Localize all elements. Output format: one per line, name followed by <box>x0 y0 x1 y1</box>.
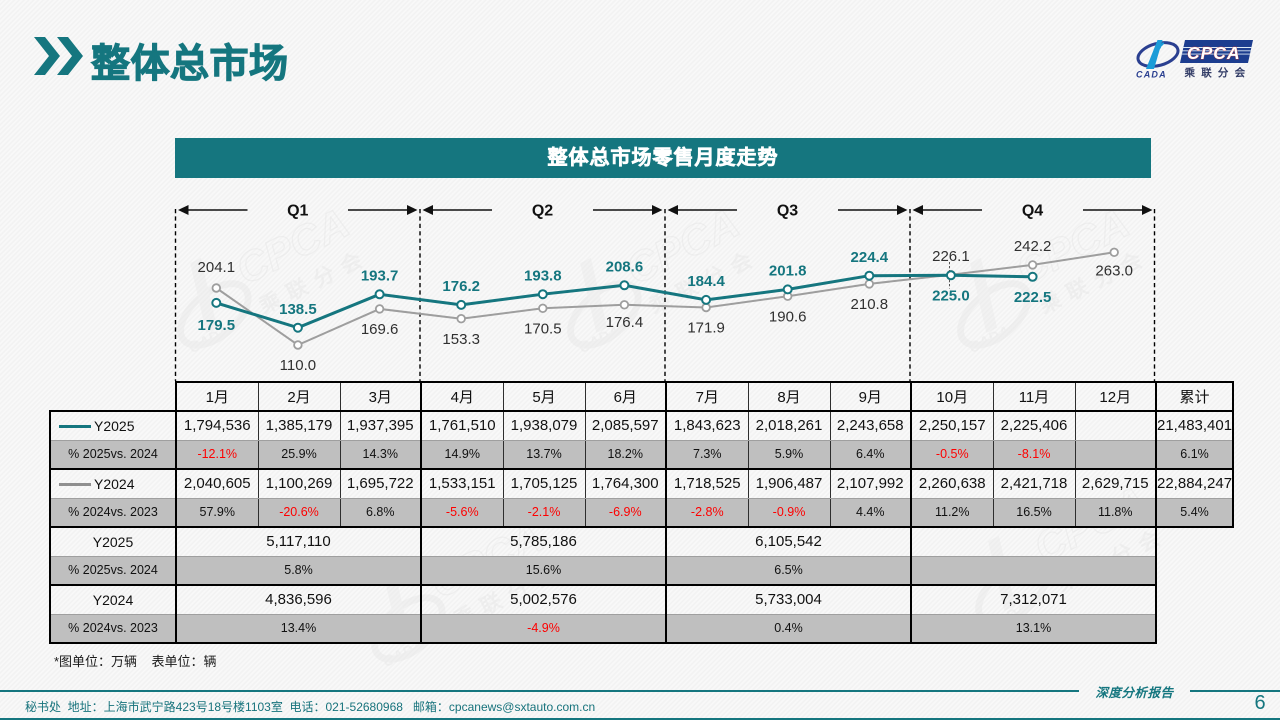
svg-text:226.1: 226.1 <box>932 248 970 265</box>
svg-text:乘联分会: 乘联分会 <box>1184 66 1252 79</box>
svg-text:Q1: Q1 <box>287 203 308 220</box>
svg-text:193.7: 193.7 <box>361 268 399 285</box>
svg-text:170.5: 170.5 <box>524 321 562 338</box>
svg-text:225.0: 225.0 <box>932 288 970 305</box>
svg-text:Q4: Q4 <box>1022 203 1043 220</box>
svg-text:184.4: 184.4 <box>687 273 725 290</box>
svg-text:201.8: 201.8 <box>769 263 807 280</box>
svg-text:222.5: 222.5 <box>1014 289 1052 306</box>
svg-text:153.3: 153.3 <box>442 331 480 348</box>
svg-text:224.4: 224.4 <box>851 249 889 266</box>
svg-text:110.0: 110.0 <box>280 357 316 374</box>
svg-text:138.5: 138.5 <box>279 301 317 318</box>
svg-text:176.2: 176.2 <box>442 278 480 295</box>
svg-text:CPCA: CPCA <box>1187 43 1241 63</box>
svg-text:176.4: 176.4 <box>606 314 644 331</box>
svg-text:204.1: 204.1 <box>198 259 236 276</box>
svg-text:210.8: 210.8 <box>851 296 889 313</box>
svg-text:Q3: Q3 <box>777 203 798 220</box>
svg-text:CADA: CADA <box>1136 70 1167 80</box>
svg-text:193.8: 193.8 <box>524 267 562 284</box>
svg-text:169.6: 169.6 <box>361 321 399 338</box>
svg-text:242.2: 242.2 <box>1014 238 1052 255</box>
svg-text:208.6: 208.6 <box>606 259 644 276</box>
svg-text:171.9: 171.9 <box>687 320 725 337</box>
svg-text:263.0: 263.0 <box>1095 263 1133 280</box>
svg-text:179.5: 179.5 <box>198 317 236 334</box>
svg-text:190.6: 190.6 <box>769 308 807 325</box>
svg-text:Q2: Q2 <box>532 203 553 220</box>
